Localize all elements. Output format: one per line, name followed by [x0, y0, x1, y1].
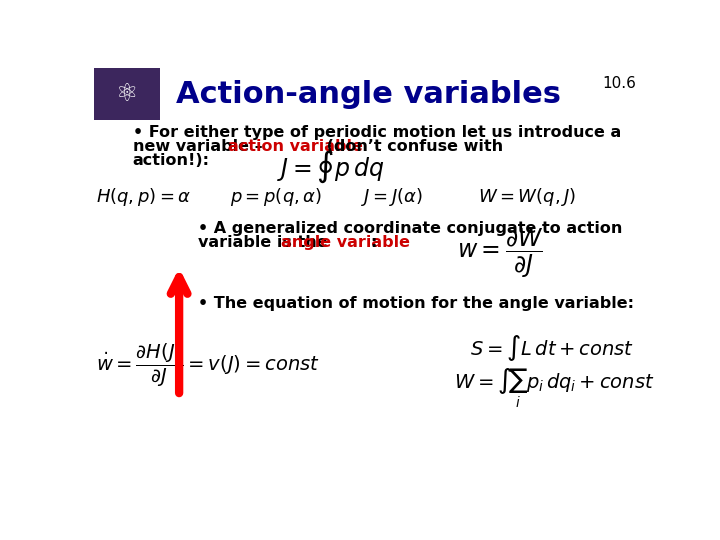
Text: new variable –: new variable – [132, 139, 268, 154]
Text: $S = \int L\,dt + const$: $S = \int L\,dt + const$ [469, 333, 634, 363]
Text: • The equation of motion for the angle variable:: • The equation of motion for the angle v… [199, 296, 634, 311]
FancyArrowPatch shape [171, 277, 187, 393]
Text: $w = \dfrac{\partial W}{\partial J}$: $w = \dfrac{\partial W}{\partial J}$ [457, 227, 544, 280]
Text: (don’t confuse with: (don’t confuse with [321, 139, 503, 154]
Text: $W = \int\!\sum_i p_i\,dq_i + const$: $W = \int\!\sum_i p_i\,dq_i + const$ [454, 367, 654, 410]
Text: variable is the: variable is the [199, 235, 334, 250]
Text: $W = W(q,J)$: $W = W(q,J)$ [477, 186, 575, 208]
Text: • For either type of periodic motion let us introduce a: • For either type of periodic motion let… [132, 125, 621, 140]
Text: action!):: action!): [132, 153, 210, 168]
Text: ⚛: ⚛ [116, 82, 138, 106]
Text: $\dot{w} = \dfrac{\partial H(J)}{\partial J} = v(J) = const$: $\dot{w} = \dfrac{\partial H(J)}{\partia… [96, 342, 320, 389]
Text: $H(q,p) = \alpha$: $H(q,p) = \alpha$ [96, 186, 192, 208]
Text: 10.6: 10.6 [603, 76, 636, 91]
Text: $J = J(\alpha)$: $J = J(\alpha)$ [361, 186, 423, 208]
Text: angle variable: angle variable [282, 235, 410, 250]
Text: ★: ★ [109, 73, 146, 115]
Bar [94, 68, 160, 120]
Text: action variable: action variable [228, 139, 363, 154]
Text: $p = p(q,\alpha)$: $p = p(q,\alpha)$ [230, 186, 322, 208]
Text: :: : [371, 235, 377, 250]
Text: • A generalized coordinate conjugate to action: • A generalized coordinate conjugate to … [199, 221, 623, 237]
Text: Action-angle variables: Action-angle variables [176, 79, 562, 109]
Text: $J = \oint p\,dq$: $J = \oint p\,dq$ [276, 149, 384, 185]
